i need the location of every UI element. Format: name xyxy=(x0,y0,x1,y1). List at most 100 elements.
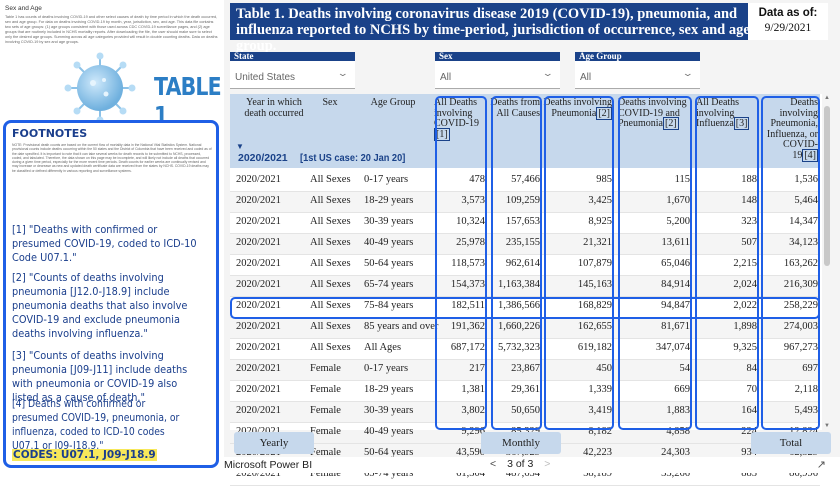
page-indicator: 3 of 3 xyxy=(507,458,534,470)
table-row[interactable]: 2020/2021 All Sexes All Ages 687,172 5,732,3… xyxy=(230,339,820,360)
table-row[interactable]: 2020/2021 All Sexes 85 years and over 191,3… xyxy=(230,318,820,339)
cell-pneumonia: 145,163 xyxy=(577,279,612,290)
chevron-down-icon[interactable]: ⌄ xyxy=(542,68,555,78)
cell-combined: 34,123 xyxy=(789,237,818,248)
table-row[interactable]: 2020/2021 Female 30-39 years 3,802 50,650 3,4… xyxy=(230,402,820,423)
powerbi-brand-link[interactable]: Microsoft Power BI xyxy=(224,459,313,471)
share-icon[interactable]: ↗ xyxy=(816,459,826,471)
cell-covid-deaths: 182,511 xyxy=(451,300,485,311)
cell-covid-pneumonia: 115 xyxy=(674,174,690,185)
table-row[interactable]: 2020/2021 All Sexes 40-49 years 25,978 235,1… xyxy=(230,234,820,255)
state-slicer[interactable]: State United States ⌄ xyxy=(230,52,355,89)
cell-age-group: All Ages xyxy=(364,342,402,353)
sex-slicer[interactable]: Sex All ⌄ xyxy=(435,52,560,89)
scrollbar-thumb[interactable] xyxy=(824,106,830,266)
cell-sex: All Sexes xyxy=(310,174,351,185)
cell-year: 2020/2021 xyxy=(236,258,281,269)
table-row[interactable]: 2020/2021 Female 0-17 years 217 23,867 450 54 8… xyxy=(230,360,820,381)
sort-descending-icon[interactable]: ▼ xyxy=(236,142,244,151)
tab-yearly[interactable]: Yearly xyxy=(234,432,314,454)
cell-all-causes: 29,361 xyxy=(511,384,540,395)
footnote-4: [4] Deaths with confirmed or presumed CO… xyxy=(12,398,180,452)
first-case-label: [1st US case: 20 Jan 20] xyxy=(300,152,406,164)
cell-covid-deaths: 478 xyxy=(469,174,485,185)
table-row[interactable]: 2020/2021 All Sexes 75-84 years 182,511 1,38… xyxy=(230,297,820,318)
cell-pneumonia: 21,321 xyxy=(583,237,612,248)
cell-all-causes: 5,732,323 xyxy=(498,342,540,353)
next-page-icon[interactable]: > xyxy=(544,458,551,470)
cell-year: 2020/2021 xyxy=(236,342,281,353)
cell-pneumonia: 450 xyxy=(596,363,612,374)
header-year[interactable]: Year in which death occurred xyxy=(244,97,304,119)
footnotes-title: FOOTNOTES xyxy=(12,127,88,140)
cell-influenza: 148 xyxy=(741,195,757,206)
cell-pneumonia: 8,925 xyxy=(588,216,612,227)
cell-covid-deaths: 191,362 xyxy=(450,321,485,332)
cell-all-causes: 962,614 xyxy=(505,258,540,269)
header-pic-deaths[interactable]: Deaths involving Pneumonia, Influenza, o… xyxy=(766,97,818,162)
cell-age-group: 40-49 years xyxy=(364,237,414,248)
data-table[interactable]: Year in which death occurred Sex Age Gro… xyxy=(230,94,832,486)
cell-sex: All Sexes xyxy=(310,195,351,206)
cell-year: 2020/2021 xyxy=(236,426,302,437)
chevron-down-icon[interactable]: ⌄ xyxy=(337,68,350,78)
header-age-group[interactable]: Age Group xyxy=(370,97,416,108)
table-row[interactable]: 2020/2021 All Sexes 18-29 years 3,573 109,25… xyxy=(230,192,820,213)
cell-influenza: 323 xyxy=(741,216,757,227)
cell-all-causes: 57,466 xyxy=(511,174,540,185)
cell-combined: 2,118 xyxy=(794,384,818,395)
footnote-ref-3: [3] xyxy=(733,117,750,130)
footnote-ref-2: [2] xyxy=(596,106,612,120)
header-covid-pneumonia[interactable]: Deaths involving COVID-19 and Pneumonia[… xyxy=(618,97,687,130)
codes-highlight: CODES: U07.1, J09-J18.9 xyxy=(12,449,157,461)
cell-sex: All Sexes xyxy=(310,216,351,227)
table-row[interactable]: 2020/2021 Female 18-29 years 1,381 29,361 1,3… xyxy=(230,381,820,402)
vertical-scrollbar[interactable]: ▲ ▼ xyxy=(822,94,832,430)
table-row[interactable]: 2020/2021 All Sexes 30-39 years 10,324 157,6… xyxy=(230,213,820,234)
cell-influenza: 188 xyxy=(741,174,757,185)
cell-year: 2020/2021 xyxy=(236,216,281,227)
powerbi-footer: Microsoft Power BI < 3 of 3 > ↗ xyxy=(224,457,840,473)
table-row[interactable]: 2020/2021 All Sexes 0-17 years 478 57,466 985… xyxy=(230,171,820,192)
footnotes-note: NOTE: Provisional death counts are based… xyxy=(12,143,212,173)
chevron-down-icon[interactable]: ⌄ xyxy=(682,68,695,78)
header-sex[interactable]: Sex xyxy=(322,97,338,108)
cell-influenza: 224 xyxy=(741,426,757,437)
cell-sex: All Sexes xyxy=(310,258,351,269)
cell-pneumonia: 107,879 xyxy=(577,258,612,269)
previous-page-icon[interactable]: < xyxy=(490,458,497,470)
cell-covid-deaths: 217 xyxy=(469,363,485,374)
cell-influenza: 2,022 xyxy=(733,300,757,311)
cell-combined: 258,229 xyxy=(783,300,818,311)
cell-age-group: 0-17 years xyxy=(364,363,409,374)
cell-all-causes: 85,329 xyxy=(488,426,540,437)
age-group-slicer-value: All xyxy=(580,72,592,83)
age-group-slicer[interactable]: Age Group All ⌄ xyxy=(575,52,700,89)
tab-monthly[interactable]: Monthly xyxy=(481,432,561,454)
cell-covid-pneumonia: 669 xyxy=(674,384,690,395)
cell-age-group: 85 years and over xyxy=(364,321,439,332)
cell-covid-pneumonia: 65,046 xyxy=(661,258,690,269)
cell-covid-pneumonia: 54 xyxy=(679,363,691,374)
cell-pneumonia: 168,829 xyxy=(577,300,612,311)
cell-covid-deaths: 3,573 xyxy=(461,195,485,206)
report-title: Table 1. Deaths involving coronavirus di… xyxy=(236,6,755,54)
scroll-down-icon[interactable]: ▼ xyxy=(824,423,830,429)
footnote-3: [3] "Counts of deaths involving pneumoni… xyxy=(12,350,188,404)
cell-year: 2020/2021 xyxy=(236,279,281,290)
header-influenza[interactable]: All Deaths involving Influenza [3] xyxy=(696,97,750,130)
cell-covid-pneumonia: 13,611 xyxy=(661,237,691,248)
cell-year: 2020/2021 xyxy=(236,300,281,311)
cell-age-group: 18-29 years xyxy=(364,195,414,206)
footnotes-box: FOOTNOTES NOTE: Provisional death counts… xyxy=(3,120,219,468)
cell-all-causes: 50,650 xyxy=(511,405,540,416)
cell-year: 2020/2021 xyxy=(236,195,281,206)
cell-year: 2020/2021 xyxy=(236,363,281,374)
scroll-up-icon[interactable]: ▲ xyxy=(824,95,830,101)
header-pneumonia[interactable]: Deaths involving Pneumonia [2] xyxy=(543,97,612,120)
tab-total[interactable]: Total xyxy=(751,432,831,454)
header-covid-deaths[interactable]: All Deaths involving COVID-19 [1] xyxy=(434,97,479,141)
table-row[interactable]: 2020/2021 All Sexes 65-74 years 154,373 1,16… xyxy=(230,276,820,297)
table-row[interactable]: 2020/2021 All Sexes 50-64 years 118,573 962,… xyxy=(230,255,820,276)
header-all-causes[interactable]: Deaths from All Causes xyxy=(490,97,540,119)
